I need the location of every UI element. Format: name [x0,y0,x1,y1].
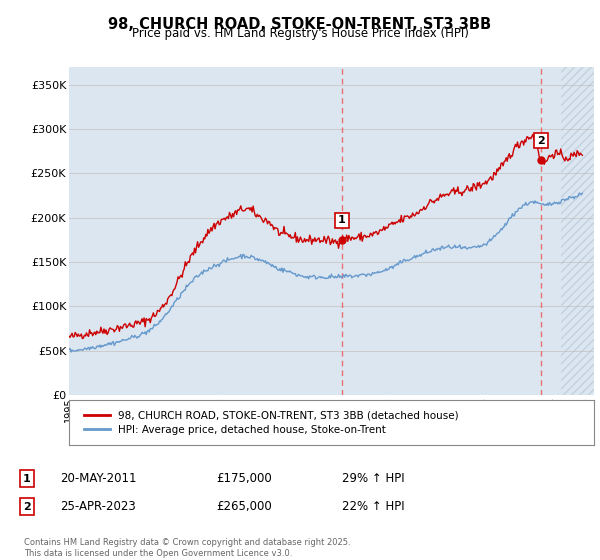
Text: 1: 1 [338,216,346,225]
Text: 22% ↑ HPI: 22% ↑ HPI [342,500,404,514]
Text: Price paid vs. HM Land Registry's House Price Index (HPI): Price paid vs. HM Land Registry's House … [131,27,469,40]
Text: £175,000: £175,000 [216,472,272,486]
Text: 25-APR-2023: 25-APR-2023 [60,500,136,514]
Text: 1: 1 [23,474,31,484]
Text: Contains HM Land Registry data © Crown copyright and database right 2025.
This d: Contains HM Land Registry data © Crown c… [24,538,350,558]
Text: 98, CHURCH ROAD, STOKE-ON-TRENT, ST3 3BB: 98, CHURCH ROAD, STOKE-ON-TRENT, ST3 3BB [109,17,491,32]
Text: 2: 2 [537,136,545,146]
Text: £265,000: £265,000 [216,500,272,514]
Text: 20-MAY-2011: 20-MAY-2011 [60,472,137,486]
Legend: 98, CHURCH ROAD, STOKE-ON-TRENT, ST3 3BB (detached house), HPI: Average price, d: 98, CHURCH ROAD, STOKE-ON-TRENT, ST3 3BB… [79,407,463,439]
Text: 29% ↑ HPI: 29% ↑ HPI [342,472,404,486]
Text: 2: 2 [23,502,31,512]
